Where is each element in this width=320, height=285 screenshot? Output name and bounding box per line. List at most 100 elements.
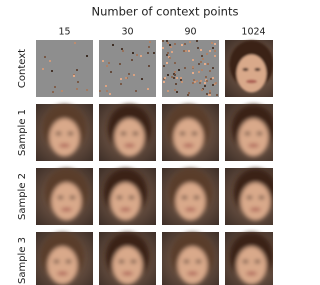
skin	[113, 247, 143, 285]
context-pixel	[193, 79, 195, 81]
context-pixel	[149, 41, 151, 43]
eye	[194, 196, 200, 199]
context-pixel	[204, 63, 206, 65]
context-pixel	[198, 71, 200, 73]
context-pixel	[214, 55, 216, 57]
context-pixel	[148, 46, 150, 48]
skin	[174, 119, 204, 157]
context-pixel	[201, 55, 203, 57]
context-pixel	[197, 47, 199, 49]
mouth	[57, 272, 68, 276]
context-pixel	[187, 94, 189, 96]
context-pixel	[196, 40, 198, 42]
context-pixel	[86, 55, 88, 57]
context-pixel	[174, 71, 176, 73]
image-cell	[162, 168, 219, 225]
context-pixel	[167, 90, 169, 92]
context-pixel	[200, 61, 202, 63]
context-pixel	[147, 52, 149, 54]
context-pixel	[166, 62, 168, 64]
context-pixel	[167, 52, 169, 54]
skin	[48, 247, 78, 285]
context-pixel	[180, 77, 182, 79]
image-cell	[225, 40, 273, 97]
context-pixel	[163, 65, 165, 67]
eye	[184, 260, 190, 263]
eye	[66, 260, 72, 263]
mouth	[183, 144, 194, 148]
context-pixel	[110, 71, 112, 73]
context-pixel	[108, 62, 110, 64]
skin	[178, 247, 208, 285]
context-pixel	[183, 50, 185, 52]
context-pixel	[167, 42, 169, 44]
context-pixel	[214, 50, 216, 52]
context-pixel	[201, 69, 203, 71]
context-pixel	[135, 90, 137, 92]
context-pixel	[192, 66, 194, 68]
context-pixel	[76, 88, 78, 90]
row-label: Sample 1	[17, 109, 28, 156]
eye	[133, 132, 139, 135]
context-pixel	[215, 82, 217, 84]
row-label: Sample 2	[17, 173, 28, 220]
masked-image	[162, 40, 219, 97]
context-pixel	[212, 77, 214, 79]
context-pixel	[106, 65, 108, 67]
context-pixel	[174, 89, 176, 91]
context-pixel	[208, 94, 210, 96]
context-pixel	[216, 94, 218, 96]
eye	[70, 196, 76, 199]
context-pixel	[214, 43, 216, 45]
context-pixel	[61, 90, 63, 92]
context-pixel	[200, 49, 202, 51]
mouth	[185, 208, 196, 212]
context-pixel	[170, 46, 172, 48]
context-pixel	[188, 50, 190, 52]
eye	[243, 260, 249, 263]
context-pixel	[198, 63, 200, 65]
context-pixel	[192, 82, 194, 84]
context-pixel	[204, 82, 206, 84]
mouth	[59, 144, 70, 148]
image-cell	[225, 168, 273, 225]
context-pixel	[209, 70, 211, 72]
context-pixel	[166, 54, 168, 56]
context-pixel	[73, 75, 75, 77]
image-cell	[225, 232, 273, 285]
context-pixel	[76, 69, 78, 71]
context-pixel	[173, 77, 175, 79]
context-pixel	[52, 91, 54, 93]
context-pixel	[202, 58, 204, 60]
context-pixel	[206, 93, 208, 95]
skin	[111, 183, 141, 221]
context-pixel	[180, 79, 182, 81]
mouth	[187, 272, 198, 276]
skin	[237, 55, 267, 93]
context-pixel	[171, 76, 173, 78]
context-pixel	[188, 92, 190, 94]
masked-image	[36, 40, 93, 97]
eye	[54, 260, 60, 263]
skin	[241, 183, 271, 221]
context-pixel	[77, 81, 79, 83]
eye	[192, 132, 198, 135]
context-pixel	[189, 41, 191, 43]
context-pixel	[54, 86, 56, 88]
context-pixel	[136, 54, 138, 56]
skin	[176, 183, 206, 221]
column-label: 90	[184, 27, 196, 38]
column-label: 1024	[241, 27, 265, 38]
context-pixel	[178, 69, 180, 71]
image-cell	[225, 104, 273, 161]
context-pixel	[212, 67, 214, 69]
context-pixel	[200, 80, 202, 82]
context-pixel	[44, 56, 46, 58]
context-pixel	[169, 44, 171, 46]
eye	[58, 196, 64, 199]
figure-title: Number of context points	[92, 5, 239, 19]
context-pixel	[184, 43, 186, 45]
context-pixel	[102, 60, 104, 62]
context-pixel	[109, 93, 111, 95]
